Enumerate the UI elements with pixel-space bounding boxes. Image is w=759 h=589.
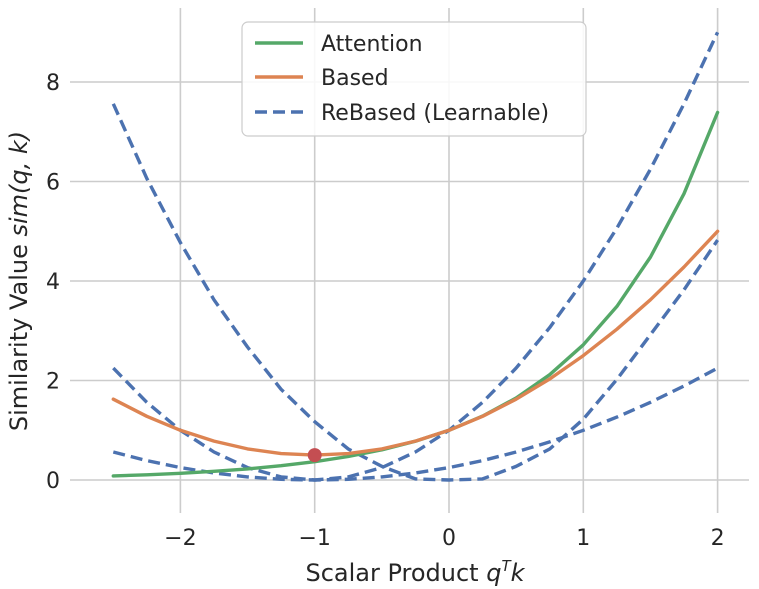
series-line-3 [111,103,720,482]
x-tick-label: 0 [442,526,456,551]
y-axis-label-math: sim(q, k) [5,131,33,237]
x-axis-label-sup: T [501,557,512,575]
minimum-point [307,448,322,463]
annotation-layer [307,448,322,463]
y-tick-label: 4 [46,270,60,295]
x-axis-label: Scalar Product qTk [305,557,525,587]
y-tick-labels: 0 2 4 6 8 [46,71,60,494]
y-tick-label: 8 [46,71,60,96]
x-tick-label: −1 [298,526,330,551]
x-tick-labels: −2 −1 0 1 2 [164,526,724,551]
x-tick-label: 1 [576,526,590,551]
legend: Attention Based ReBased (Learnable) [241,21,587,137]
y-axis-label: Similarity Value sim(q, k) [5,131,33,431]
legend-label: Attention [321,32,423,57]
x-axis-label-math: q [486,559,501,587]
series-line-2 [111,229,720,457]
series-layer [111,31,720,482]
series-line-1 [111,110,720,478]
y-tick-label: 6 [46,171,60,196]
series-line-5 [112,366,719,482]
series-line-4 [112,31,720,482]
legend-label: ReBased (Learnable) [321,101,549,126]
y-axis-label-text: Similarity Value [5,244,33,431]
x-axis-label-text: Scalar Product [305,559,478,587]
x-tick-label: −2 [164,526,196,551]
legend-label: Based [321,66,389,91]
y-tick-label: 2 [46,370,60,395]
y-tick-label: 0 [46,469,60,494]
x-tick-label: 2 [711,526,725,551]
x-axis-label-math2: k [511,559,526,587]
legend-box [241,21,587,137]
